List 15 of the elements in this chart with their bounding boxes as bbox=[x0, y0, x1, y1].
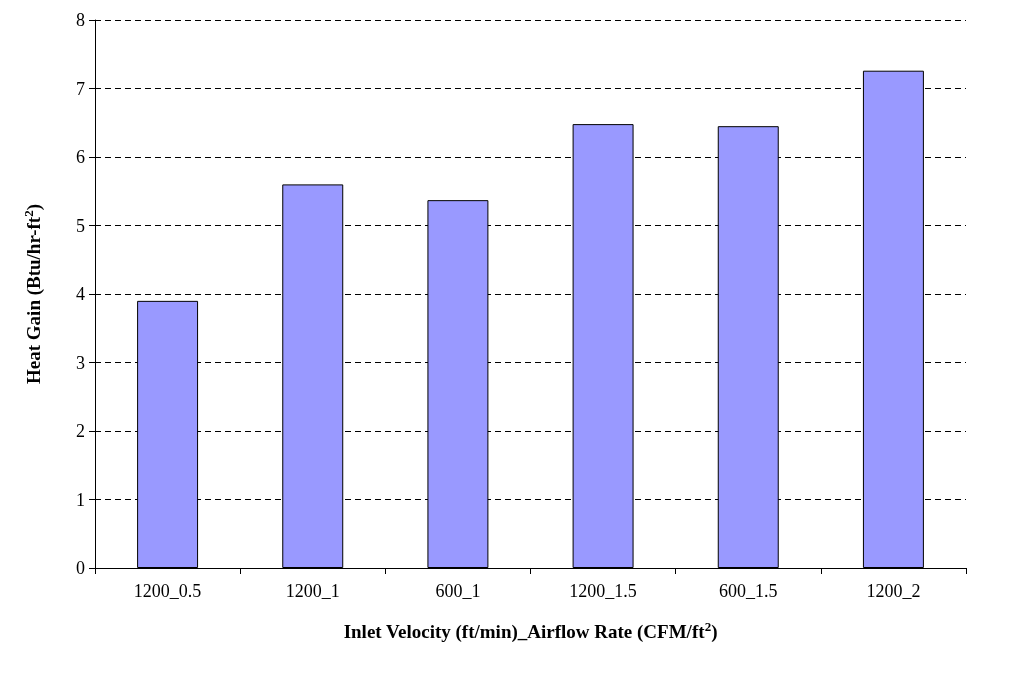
x-tick-label: 600_1 bbox=[435, 581, 481, 601]
x-tick-label: 1200_0.5 bbox=[133, 581, 202, 601]
y-tick-label: 5 bbox=[76, 215, 85, 236]
y-tick-label: 3 bbox=[76, 352, 85, 373]
y-tick-label: 2 bbox=[76, 421, 85, 441]
y-tick-label: 6 bbox=[76, 147, 85, 167]
x-tick-label: 1200_1.5 bbox=[569, 581, 637, 601]
y-tick-label: 8 bbox=[76, 10, 85, 30]
x-tick-label: 1200_2 bbox=[866, 581, 921, 601]
y-tick-label: 1 bbox=[76, 489, 85, 510]
x-tick-label: 600_1.5 bbox=[719, 581, 778, 601]
y-tick-label: 0 bbox=[76, 558, 85, 578]
x-tick-label: 1200_1 bbox=[285, 581, 340, 601]
y-tick-label: 7 bbox=[76, 78, 85, 99]
y-tick-label: 4 bbox=[76, 284, 85, 304]
